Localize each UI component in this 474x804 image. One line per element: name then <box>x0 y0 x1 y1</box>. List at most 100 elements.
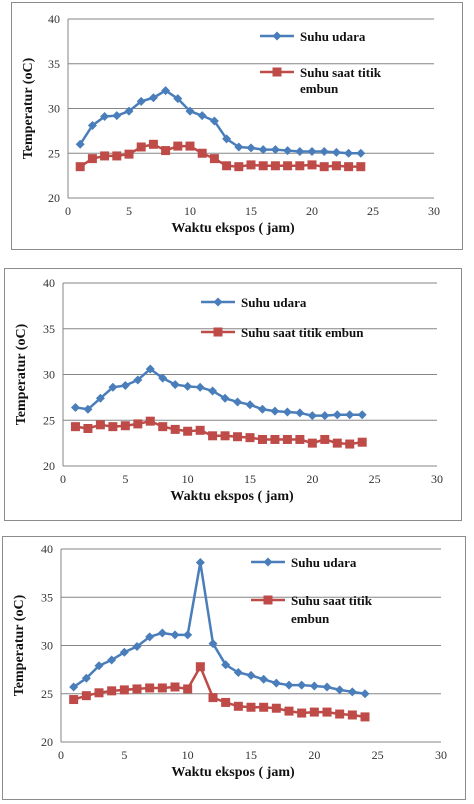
chart3-x-tick-label-5: 25 <box>372 748 384 762</box>
chart3-series2-point-18 <box>284 706 294 716</box>
chart2-series1-point-11 <box>195 382 205 392</box>
chart1-series1-point-15 <box>246 143 256 153</box>
chart2-legend-swatch-marker-2 <box>213 327 223 337</box>
chart1-series1-point-18 <box>283 146 293 156</box>
chart3-series2-point-12 <box>208 693 218 703</box>
chart1-series2-point-8 <box>161 146 171 156</box>
chart2-series2-point-17 <box>270 434 280 444</box>
chart3-series2-point-15 <box>246 702 256 712</box>
chart2-series-line-2 <box>75 419 363 446</box>
chart1-series2-point-10 <box>185 141 195 151</box>
chart1-legend-label-2-line2: embun <box>300 81 339 96</box>
chart3-series2-point-4 <box>107 686 117 696</box>
chart1-series2-point-7 <box>148 139 158 149</box>
chart3-series1-point-7 <box>145 632 155 642</box>
chart1-series1-point-7 <box>148 93 158 103</box>
chart2-y-tick-label-0: 20 <box>43 459 55 473</box>
chart3-y-tick-label-3: 35 <box>41 590 53 604</box>
chart2-series1-point-15 <box>245 400 255 410</box>
chart3-x-tick-label-4: 20 <box>308 748 320 762</box>
chart2-series1-point-22 <box>332 410 342 420</box>
chart3-x-tick-label-1: 5 <box>121 748 127 762</box>
chart3-series2-point-14 <box>233 701 243 711</box>
chart3-series1-point-14 <box>233 668 243 678</box>
chart3-series2-point-16 <box>259 702 269 712</box>
chart2-series1-point-4 <box>108 382 118 392</box>
chart3-series1-point-21 <box>322 682 332 692</box>
chart2-legend-swatch-marker-1 <box>213 297 223 307</box>
chart2-series2-point-18 <box>282 434 292 444</box>
chart2-series1-point-24 <box>357 410 367 420</box>
chart2-x-tick-label-3: 15 <box>244 472 256 486</box>
chart3-series1-point-2 <box>81 673 91 683</box>
chart2-series1-point-7 <box>145 364 155 374</box>
chart3-series2-point-3 <box>94 688 104 698</box>
chart2-y-tick-label-1: 25 <box>43 413 55 427</box>
chart2-x-tick-label-5: 25 <box>369 472 381 486</box>
chart3-series2-point-1 <box>69 695 79 705</box>
chart3-series2-point-13 <box>221 697 231 707</box>
chart2-series1-point-10 <box>183 381 193 391</box>
chart-panel-3: 20 25 30 35 40 0 5 10 15 20 25 30 Waktu ekspos ( jam… <box>2 536 466 800</box>
chart3-series2-point-8 <box>157 683 167 693</box>
chart1-legend-label-1: Suhu udara <box>300 29 366 44</box>
chart2-series1-point-18 <box>282 407 292 417</box>
chart3-series1-point-13 <box>221 660 231 670</box>
chart3-series1-point-1 <box>69 682 79 692</box>
chart1-series2-point-12 <box>209 154 219 164</box>
chart1-series1-point-12 <box>209 116 219 126</box>
chart2-series1-point-1 <box>70 402 80 412</box>
chart1-x-tick-label-1: 5 <box>126 204 132 218</box>
chart1-series2-point-3 <box>100 151 110 161</box>
chart3-series2-point-22 <box>335 709 345 719</box>
chart1-series1-point-13 <box>222 134 232 144</box>
chart2-series1-point-16 <box>257 404 267 414</box>
chart3-series-line-2 <box>73 665 366 719</box>
chart3-series2-point-9 <box>170 682 180 692</box>
chart1-series2-point-18 <box>283 161 293 171</box>
chart1-series2-point-9 <box>173 141 183 151</box>
chart1-series1-point-21 <box>319 146 329 156</box>
chart2-series2-point-12 <box>208 431 218 441</box>
chart2-series2-point-11 <box>195 425 205 435</box>
chart-panel-2: 20 25 30 35 40 0 5 10 15 20 25 30 Waktu ekspos ( jam… <box>4 268 462 521</box>
chart1-series1-point-8 <box>161 86 171 96</box>
chart1-x-tick-label-6: 30 <box>428 204 440 218</box>
chart2-series1-point-14 <box>233 397 243 407</box>
chart1-series1-point-14 <box>234 142 244 152</box>
chart3-x-tick-label-2: 10 <box>182 748 194 762</box>
chart1-x-tick-label-2: 10 <box>184 204 196 218</box>
chart1-x-tick-label-5: 25 <box>367 204 379 218</box>
chart2-series2-point-15 <box>245 433 255 443</box>
chart3-series2-point-6 <box>132 684 142 694</box>
chart1-series2-point-23 <box>344 162 354 172</box>
chart2-series2-point-14 <box>233 432 243 442</box>
chart2-y-tick-label-2: 30 <box>43 368 55 382</box>
chart1-y-axis-title: Temperatur (oC) <box>21 57 36 159</box>
chart1-series2-point-24 <box>356 162 366 172</box>
chart2-series1-point-6 <box>133 375 143 385</box>
chart3-y-tick-label-2: 30 <box>41 639 53 653</box>
chart-svg-3: 20 25 30 35 40 0 5 10 15 20 25 30 Waktu ekspos ( jam… <box>12 542 447 780</box>
chart1-y-tick-label-1: 25 <box>48 146 60 160</box>
chart2-x-axis-title: Waktu ekspos ( jam) <box>170 489 294 504</box>
chart1-series1-point-17 <box>270 145 280 155</box>
chart3-series-line-1 <box>72 561 366 695</box>
chart3-series1-point-22 <box>335 685 345 695</box>
chart1-series1-point-4 <box>112 111 122 121</box>
chart3-series2-point-10 <box>183 684 193 694</box>
chart3-series2-point-23 <box>347 710 357 720</box>
chart2-series2-point-10 <box>183 426 193 436</box>
chart3-legend-swatch-marker-2 <box>263 595 273 605</box>
chart2-series1-point-21 <box>320 411 330 421</box>
chart2-series2-point-7 <box>145 416 155 426</box>
chart1-x-axis-title: Waktu ekspos ( jam) <box>171 221 295 236</box>
chart3-series1-point-16 <box>259 674 269 684</box>
chart2-series2-point-3 <box>95 420 105 430</box>
chart3-y-axis-title: Temperatur (oC) <box>12 594 27 696</box>
chart3-series2-point-5 <box>119 685 129 695</box>
chart3-series1-point-9 <box>170 630 180 640</box>
chart2-series1-point-8 <box>158 373 168 383</box>
chart2-series1-point-12 <box>208 386 218 396</box>
chart2-series1-point-9 <box>170 380 180 390</box>
